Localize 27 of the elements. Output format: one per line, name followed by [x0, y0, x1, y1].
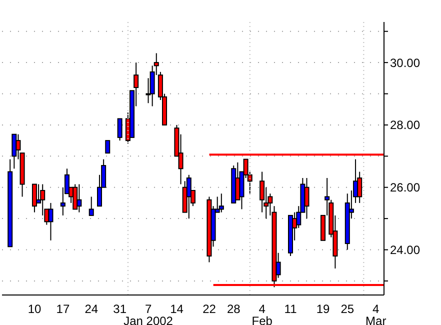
candlestick	[32, 184, 37, 213]
x-tick-label: 17	[56, 302, 70, 316]
candlestick	[72, 184, 78, 210]
candlestick	[218, 193, 224, 213]
candlestick	[88, 196, 94, 216]
x-tick-label: 11	[284, 302, 298, 316]
x-tick-label: 4 Feb	[252, 302, 273, 325]
candlestick	[12, 134, 17, 170]
x-tick-label: 10	[28, 302, 42, 316]
y-tick-label: 24.00	[390, 243, 420, 258]
x-tick-label: 24	[84, 302, 98, 316]
x-tick-label: 28	[226, 302, 241, 316]
candlestick	[117, 118, 122, 142]
candlestick	[105, 140, 110, 154]
x-tick-label: 22	[202, 302, 216, 316]
candlestick	[76, 184, 82, 213]
candlestick	[304, 178, 310, 220]
candlestick	[48, 202, 54, 241]
x-tick-label: 4 Mar	[366, 302, 386, 325]
y-tick-label: 28.00	[390, 118, 420, 132]
candlestick	[186, 174, 192, 220]
x-tick-label: 19	[316, 302, 330, 316]
x-tick-label: 25	[340, 302, 354, 316]
y-tick-label: 30.00	[390, 56, 420, 70]
y-tick-label: 26.00	[390, 180, 420, 195]
x-tick-label: 14	[170, 302, 184, 316]
x-tick-label: 31	[113, 302, 127, 316]
